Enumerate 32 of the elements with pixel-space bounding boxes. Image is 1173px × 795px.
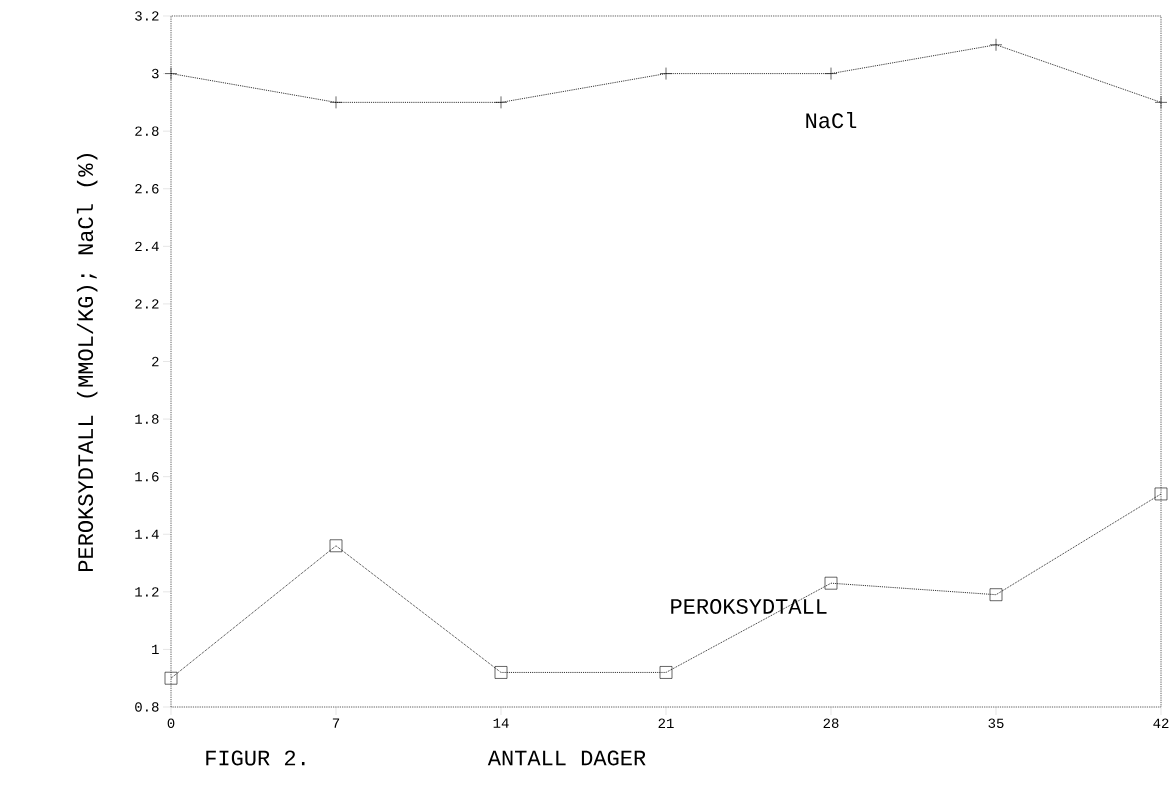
point xyxy=(989,588,1003,602)
x-tick-label: 42 xyxy=(1153,718,1169,728)
y-tick-label: 2.4 xyxy=(135,241,159,252)
y-tick-label: 3.2 xyxy=(135,11,159,21)
series-label: NaCl xyxy=(806,112,857,129)
point xyxy=(164,671,178,685)
y-tick-label: 1.4 xyxy=(135,529,159,539)
y-tick-label: 2 xyxy=(152,356,159,367)
text: FIGUR 2. xyxy=(206,750,305,766)
point xyxy=(1154,487,1168,501)
x-tick-label: 21 xyxy=(658,718,674,728)
y-tick-label: 2.8 xyxy=(135,126,159,136)
point xyxy=(659,666,673,679)
y-tick-label: 2.6 xyxy=(135,184,159,194)
x-tick-label: 14 xyxy=(493,718,509,728)
x-axis-title: ANTALL DAGER xyxy=(487,750,646,766)
point xyxy=(824,576,838,590)
x-tick-label: 35 xyxy=(988,718,1004,729)
series-label: PEROKSYDTALL xyxy=(671,599,827,614)
y-tick-label: 1 xyxy=(152,644,159,655)
y-tick-label: 1.2 xyxy=(135,587,159,597)
x-tick-label: 0 xyxy=(167,718,175,729)
y-tick-label: 2.2 xyxy=(135,299,159,309)
y-tick-label: 3 xyxy=(151,68,159,79)
y-tick-label: 0.8 xyxy=(135,702,159,712)
point xyxy=(329,539,343,553)
x-tick-label: 28 xyxy=(823,718,839,729)
y-tick-label: 1.6 xyxy=(135,471,159,482)
y-axis-title: PEROKSYDTALL (MMOL/KG); NaCl (%) xyxy=(76,154,98,571)
y-tick-label: 1.8 xyxy=(135,414,159,424)
point xyxy=(494,666,508,679)
x-tick-label: 7 xyxy=(332,718,340,728)
